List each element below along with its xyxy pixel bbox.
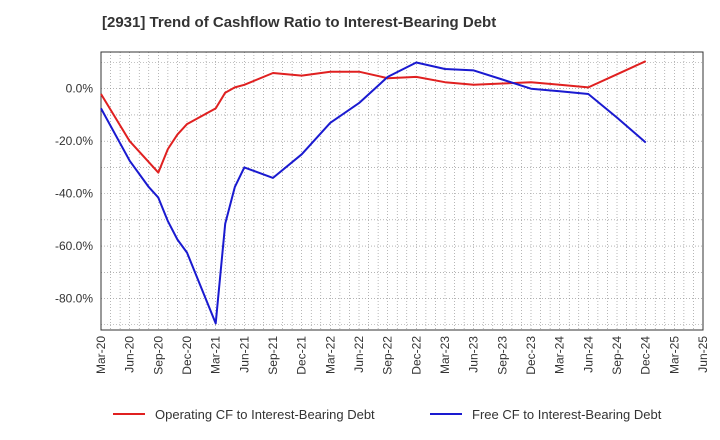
x-tick-label: Mar-25 (667, 336, 681, 374)
legend-label-1: Operating CF to Interest-Bearing Debt (155, 407, 375, 422)
x-tick-label: Dec-24 (639, 336, 653, 375)
grid (101, 52, 703, 330)
x-tick-label: Mar-20 (94, 336, 108, 374)
x-tick-label: Dec-22 (409, 336, 423, 375)
x-tick-label: Mar-22 (323, 336, 337, 374)
y-tick-label: 0.0% (66, 82, 94, 96)
chart-title: [2931] Trend of Cashflow Ratio to Intere… (102, 14, 497, 31)
x-tick-label: Sep-22 (381, 336, 395, 375)
series-line-2 (100, 61, 647, 325)
plot-frame (100, 51, 704, 331)
x-tick-label: Mar-23 (438, 336, 452, 374)
x-tick-label: Dec-20 (180, 336, 194, 375)
series-line-1 (100, 60, 647, 174)
x-tick-label: Sep-23 (495, 336, 509, 375)
x-tick-label: Dec-21 (295, 336, 309, 375)
x-tick-label: Jun-25 (696, 336, 710, 373)
x-tick-label: Jun-24 (581, 336, 595, 373)
y-tick-label: -20.0% (55, 134, 93, 148)
x-axis: Mar-20 Jun-20 Sep-20 Dec-20 Mar-21 Jun-21 Sep-… (94, 336, 710, 375)
x-tick-label: Mar-21 (209, 336, 223, 374)
x-tick-label: Sep-20 (151, 336, 165, 375)
y-tick-label: -60.0% (55, 239, 93, 253)
x-tick-label: Sep-21 (266, 336, 280, 375)
y-tick-label: -40.0% (55, 187, 93, 201)
y-axis: 0.0% -20.0% -40.0% -60.0% -80.0% (55, 82, 93, 306)
x-tick-label: Sep-24 (610, 336, 624, 375)
legend-label-2: Free CF to Interest-Bearing Debt (472, 407, 662, 422)
x-tick-label: Mar-24 (553, 336, 567, 374)
x-tick-label: Dec-23 (524, 336, 538, 375)
series-layer (100, 60, 647, 325)
x-tick-label: Jun-20 (123, 336, 137, 373)
x-tick-label: Jun-21 (237, 336, 251, 373)
x-tick-label: Jun-23 (467, 336, 481, 373)
y-tick-label: -80.0% (55, 292, 93, 306)
x-tick-label: Jun-22 (352, 336, 366, 373)
legend: Operating CF to Interest-Bearing Debt Fre… (113, 407, 662, 422)
